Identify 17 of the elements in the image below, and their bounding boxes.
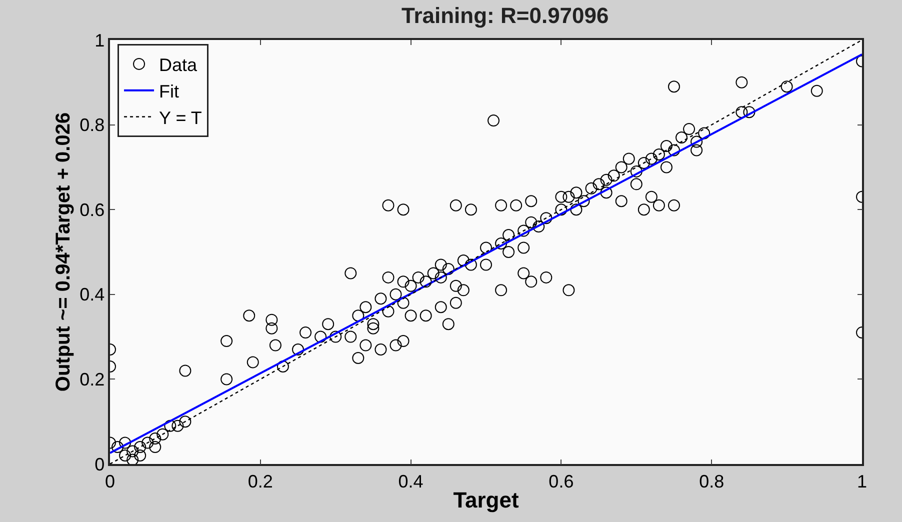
legend-label: Y = T [159, 108, 202, 128]
x-tick-label: 0.2 [248, 471, 273, 492]
x-tick-label: 0.6 [548, 471, 574, 492]
y-tick-label: 0.2 [80, 370, 105, 390]
y-tick-label: 0.6 [80, 200, 105, 220]
x-tick-label: 0.8 [699, 471, 724, 492]
y-axis-title: Output ~= 0.94*Target + 0.026 [52, 112, 75, 392]
y-tick-label: 0 [94, 454, 105, 474]
legend-label: Fit [159, 81, 180, 102]
x-tick-label: 0.4 [398, 471, 424, 492]
x-axis-title: Target [453, 488, 520, 513]
x-tick-label: 1 [856, 471, 868, 492]
y-tick-label: 1 [94, 30, 105, 50]
y-tick-label: 0.8 [80, 115, 105, 136]
chart-title: Training: R=0.97096 [401, 3, 609, 28]
y-tick-label: 0.4 [80, 284, 105, 305]
legend-label: Data [159, 54, 198, 75]
